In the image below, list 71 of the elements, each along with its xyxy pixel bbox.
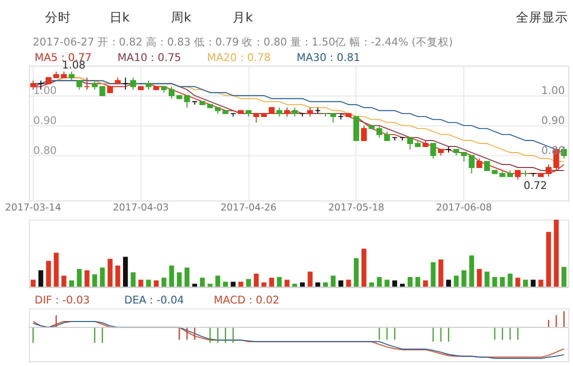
bar bbox=[538, 280, 544, 288]
bar bbox=[230, 282, 236, 288]
text: MACD : 0.02 bbox=[214, 294, 280, 307]
bar bbox=[384, 280, 390, 288]
bar bbox=[476, 268, 482, 288]
bar bbox=[284, 280, 290, 288]
bar bbox=[362, 248, 366, 288]
bar bbox=[354, 258, 359, 288]
bar bbox=[469, 255, 474, 288]
bar bbox=[169, 266, 174, 288]
bar bbox=[438, 259, 444, 288]
bar bbox=[115, 266, 120, 288]
bar bbox=[130, 272, 136, 288]
bar bbox=[69, 280, 74, 288]
bar bbox=[462, 270, 466, 288]
bar bbox=[484, 272, 490, 288]
bar bbox=[338, 280, 344, 288]
bar bbox=[446, 280, 451, 288]
text: MA20 : 0.78 bbox=[207, 52, 271, 64]
bar bbox=[184, 268, 190, 288]
bar bbox=[508, 274, 513, 288]
y-tick-label: 1.00 bbox=[33, 85, 58, 98]
bar bbox=[430, 262, 436, 288]
bar bbox=[215, 276, 220, 288]
bar bbox=[100, 268, 105, 288]
bar bbox=[423, 280, 428, 288]
text: 日k bbox=[109, 9, 130, 24]
bar bbox=[200, 278, 205, 288]
y2-tick-label: 1.00 bbox=[541, 85, 566, 98]
bar bbox=[162, 278, 166, 288]
bar bbox=[61, 276, 66, 288]
text: DEA : -0.04 bbox=[124, 294, 184, 307]
bar bbox=[146, 280, 151, 288]
bar bbox=[223, 282, 228, 288]
text: 月k bbox=[232, 9, 254, 24]
x-tick-label: 2017-06-08 bbox=[436, 202, 492, 214]
bar bbox=[408, 277, 412, 288]
chart-subtitle: 2017-06-27 开 : 0.82 高 : 0.83 低 : 0.79 收 : 0.80 量 : 1.50亿 幅 : -2.44% (不复权) bbox=[32, 35, 453, 48]
annotation: 0.72 bbox=[524, 180, 548, 192]
series-label: DIF : -0.03 bbox=[34, 294, 90, 307]
text: 周k bbox=[170, 9, 192, 24]
text: MA30 : 0.81 bbox=[296, 52, 360, 64]
bar bbox=[123, 256, 128, 288]
x-tick-label: 2017-04-26 bbox=[220, 202, 276, 214]
bar bbox=[454, 276, 459, 288]
bar bbox=[76, 268, 82, 288]
text: 全屏显示 bbox=[516, 9, 568, 24]
bar bbox=[500, 277, 505, 288]
text: 分时 bbox=[44, 9, 71, 24]
bar bbox=[254, 274, 259, 288]
y-tick-label: 0.80 bbox=[33, 145, 58, 158]
y2-tick-label: 0.90 bbox=[541, 115, 566, 128]
bar bbox=[46, 260, 51, 288]
series-label: MA10 : 0.75 bbox=[117, 52, 182, 64]
bar bbox=[84, 270, 90, 288]
bar bbox=[30, 280, 36, 288]
bar bbox=[346, 280, 351, 288]
x-tick-label: 2017-04-03 bbox=[112, 202, 169, 214]
bar bbox=[108, 258, 112, 288]
bar bbox=[246, 279, 251, 288]
x-tick-label: 2017-03-14 bbox=[5, 202, 62, 214]
bar bbox=[554, 220, 559, 288]
y-tick-label: 0.90 bbox=[33, 115, 58, 128]
bar bbox=[523, 280, 528, 288]
bar bbox=[562, 266, 566, 288]
bar bbox=[308, 272, 312, 288]
bar bbox=[54, 252, 59, 288]
x-tick-label: 2017-05-18 bbox=[328, 202, 384, 214]
bar bbox=[330, 276, 336, 288]
bar bbox=[269, 278, 274, 288]
bar bbox=[546, 232, 551, 288]
